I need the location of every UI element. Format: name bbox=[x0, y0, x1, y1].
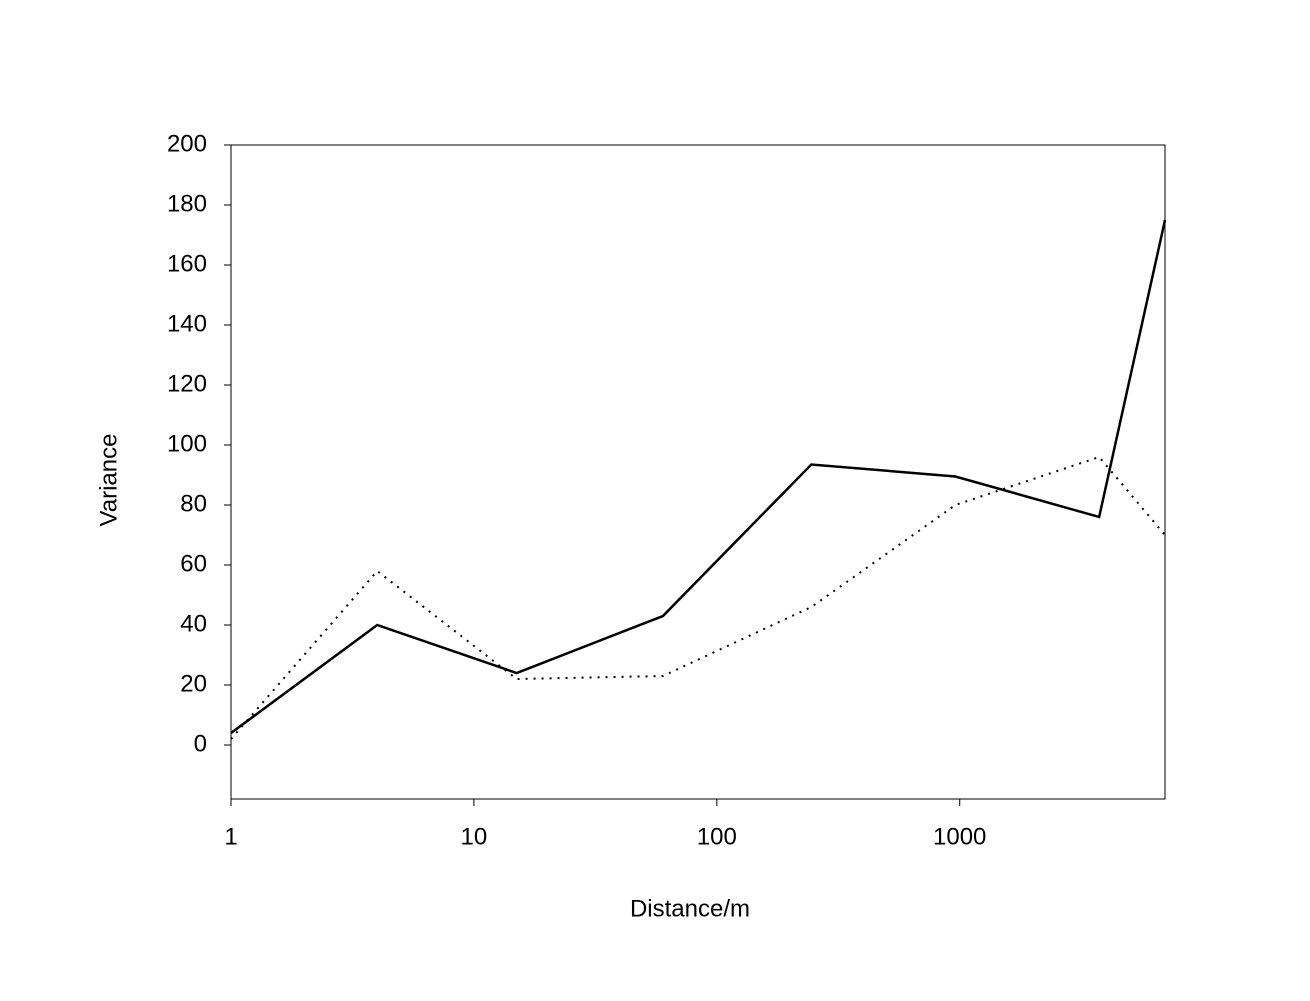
y-tick-label: 120 bbox=[167, 370, 207, 397]
x-tick-label: 1 bbox=[224, 823, 237, 850]
y-tick-label: 20 bbox=[180, 670, 207, 697]
y-tick-label: 60 bbox=[180, 550, 207, 577]
y-tick-label: 200 bbox=[167, 130, 207, 157]
plot-frame bbox=[230, 144, 1166, 800]
x-tick-label: 1000 bbox=[933, 823, 986, 850]
y-tick-label: 0 bbox=[194, 730, 207, 757]
y-tick-label: 100 bbox=[167, 430, 207, 457]
x-tick-label: 100 bbox=[697, 823, 737, 850]
y-tick-label: 80 bbox=[180, 490, 207, 517]
x-tick-label: 10 bbox=[461, 823, 488, 850]
y-tick-label: 180 bbox=[167, 190, 207, 217]
y-tick-label: 40 bbox=[180, 610, 207, 637]
x-axis-title: Distance/m bbox=[630, 895, 750, 922]
series-line bbox=[230, 219, 1167, 735]
y-tick-label: 160 bbox=[167, 250, 207, 277]
series-line bbox=[230, 455, 1166, 740]
y-tick-label: 140 bbox=[167, 310, 207, 337]
y-axis-title: Variance bbox=[95, 434, 122, 527]
